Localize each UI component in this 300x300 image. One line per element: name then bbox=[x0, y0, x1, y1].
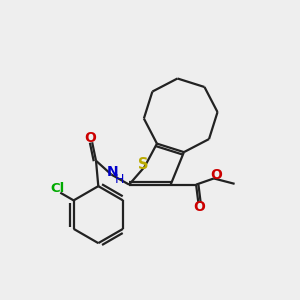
Text: H: H bbox=[114, 173, 124, 186]
Text: O: O bbox=[210, 168, 222, 182]
Text: S: S bbox=[138, 157, 148, 172]
Text: O: O bbox=[85, 130, 97, 145]
Text: O: O bbox=[193, 200, 205, 214]
Text: N: N bbox=[106, 165, 118, 179]
Text: Cl: Cl bbox=[51, 182, 65, 195]
